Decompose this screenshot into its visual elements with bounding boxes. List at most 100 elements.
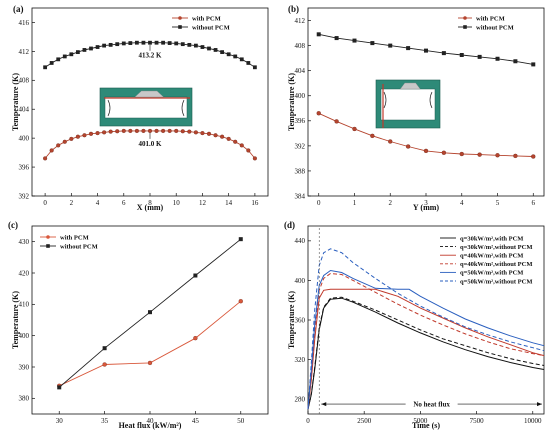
y-tick-label: 400 xyxy=(19,332,30,340)
legend-label: q=40kW/m²,without PCM xyxy=(460,261,532,268)
series-line xyxy=(307,296,545,410)
x-tick-label: 5 xyxy=(496,199,500,207)
panel-c-chart: (c) 30 35 40 45 50 380 390 400 410 420 430 Heat flux… xyxy=(8,220,269,430)
annotation-bg xyxy=(405,399,458,410)
data-point xyxy=(174,128,179,133)
data-point xyxy=(233,139,238,144)
data-point xyxy=(180,129,185,134)
data-point xyxy=(531,154,536,159)
y-tick-label: 404 xyxy=(295,67,306,75)
y-axis-label: Temperature (K) xyxy=(287,73,296,131)
annotation-label: 413.2 K xyxy=(139,52,163,60)
data-point xyxy=(167,41,172,45)
x-tick-label: 3 xyxy=(424,199,428,207)
data-point xyxy=(213,133,218,138)
legend-label: without PCM xyxy=(60,243,98,250)
data-point xyxy=(82,48,87,52)
legend-marker xyxy=(463,25,467,29)
y-tick-label: 280 xyxy=(295,396,306,404)
legend-marker xyxy=(46,244,50,248)
legend-label: without PCM xyxy=(476,24,514,31)
legend-marker xyxy=(178,16,182,20)
x-tick-label: 10000 xyxy=(524,417,542,425)
x-axis-label: Y (mm) xyxy=(413,203,439,212)
x-tick-label: 16 xyxy=(251,199,259,207)
data-point xyxy=(108,129,113,134)
x-axis-label: Time (s) xyxy=(412,421,440,430)
legend-label: q=30kW/m²,without PCM xyxy=(460,244,532,251)
y-tick-label: 360 xyxy=(295,316,306,324)
arrow-head-right xyxy=(537,402,542,407)
data-point xyxy=(128,41,133,45)
pcm-wave-left xyxy=(383,91,387,109)
data-point xyxy=(56,143,61,148)
y-tick-label: 416 xyxy=(19,19,30,27)
panel-d-chart: (d) 0 2500 5000 7500 10000 280 320 360 400 440 Time… xyxy=(284,220,545,430)
data-point xyxy=(233,54,238,59)
panel-a-chart: (a) 0 2 4 6 8 10 12 14 16 392 396 400 404 408 412 416 X (… xyxy=(11,4,269,212)
data-point xyxy=(121,41,126,46)
data-point xyxy=(148,310,152,315)
x-tick-label: 4 xyxy=(96,199,100,207)
legend-label: with PCM xyxy=(60,234,89,241)
data-point xyxy=(102,130,107,135)
data-point xyxy=(62,54,67,59)
data-point xyxy=(352,38,357,43)
data-point xyxy=(316,111,321,116)
data-point xyxy=(239,57,244,62)
data-point xyxy=(174,41,179,46)
legend-marker xyxy=(463,16,467,20)
data-point xyxy=(108,42,113,47)
data-point xyxy=(95,45,100,49)
y-tick-label: 412 xyxy=(295,17,306,25)
y-tick-label: 400 xyxy=(295,92,306,100)
data-point xyxy=(213,48,218,52)
data-point xyxy=(102,346,107,351)
data-point xyxy=(405,144,411,149)
data-point xyxy=(388,139,393,144)
data-point xyxy=(352,126,357,132)
data-point xyxy=(49,148,54,153)
data-point xyxy=(334,119,339,124)
data-point xyxy=(388,43,393,48)
x-tick-label: 8 xyxy=(148,199,152,207)
data-point xyxy=(49,61,54,65)
pcm-wave-right xyxy=(181,99,185,117)
data-point xyxy=(193,336,198,341)
legend-label: q=50kW/m²,with PCM xyxy=(460,270,523,277)
series-line xyxy=(307,288,545,410)
data-point xyxy=(531,62,536,67)
x-tick-label: 12 xyxy=(199,199,207,207)
pcm-wave-right xyxy=(429,91,433,109)
y-tick-label: 400 xyxy=(295,277,306,285)
legend-label: q=30kW/m²,with PCM xyxy=(460,235,523,242)
data-point xyxy=(102,43,107,48)
y-tick-label: 384 xyxy=(295,192,306,200)
data-point xyxy=(187,129,192,134)
y-tick-label: 390 xyxy=(19,363,30,371)
data-point xyxy=(423,148,429,154)
data-point xyxy=(193,273,198,278)
x-axis-label: X (mm) xyxy=(137,203,164,212)
y-tick-label: 392 xyxy=(19,192,30,200)
data-point xyxy=(495,153,500,158)
x-tick-label: 0 xyxy=(306,417,310,425)
data-point xyxy=(141,40,146,45)
data-point xyxy=(406,46,411,51)
panel-b-chart: (b) 0 1 2 3 4 5 6 384 388 392 396 400 404 408 412 Y (mm)… xyxy=(287,4,545,212)
x-tick-label: 50 xyxy=(237,417,245,425)
data-point xyxy=(477,54,482,59)
data-point xyxy=(69,52,74,57)
panel-label: (b) xyxy=(288,4,299,14)
x-tick-label: 0 xyxy=(43,199,47,207)
x-tick-label: 7500 xyxy=(470,417,485,425)
data-point xyxy=(495,56,500,61)
data-point xyxy=(193,130,198,135)
data-point xyxy=(95,131,100,136)
x-tick-label: 2 xyxy=(388,199,392,207)
x-tick-label: 30 xyxy=(56,417,64,425)
data-point xyxy=(141,128,146,133)
data-point xyxy=(167,128,172,133)
x-tick-label: 0 xyxy=(317,199,321,207)
data-point xyxy=(89,46,93,51)
